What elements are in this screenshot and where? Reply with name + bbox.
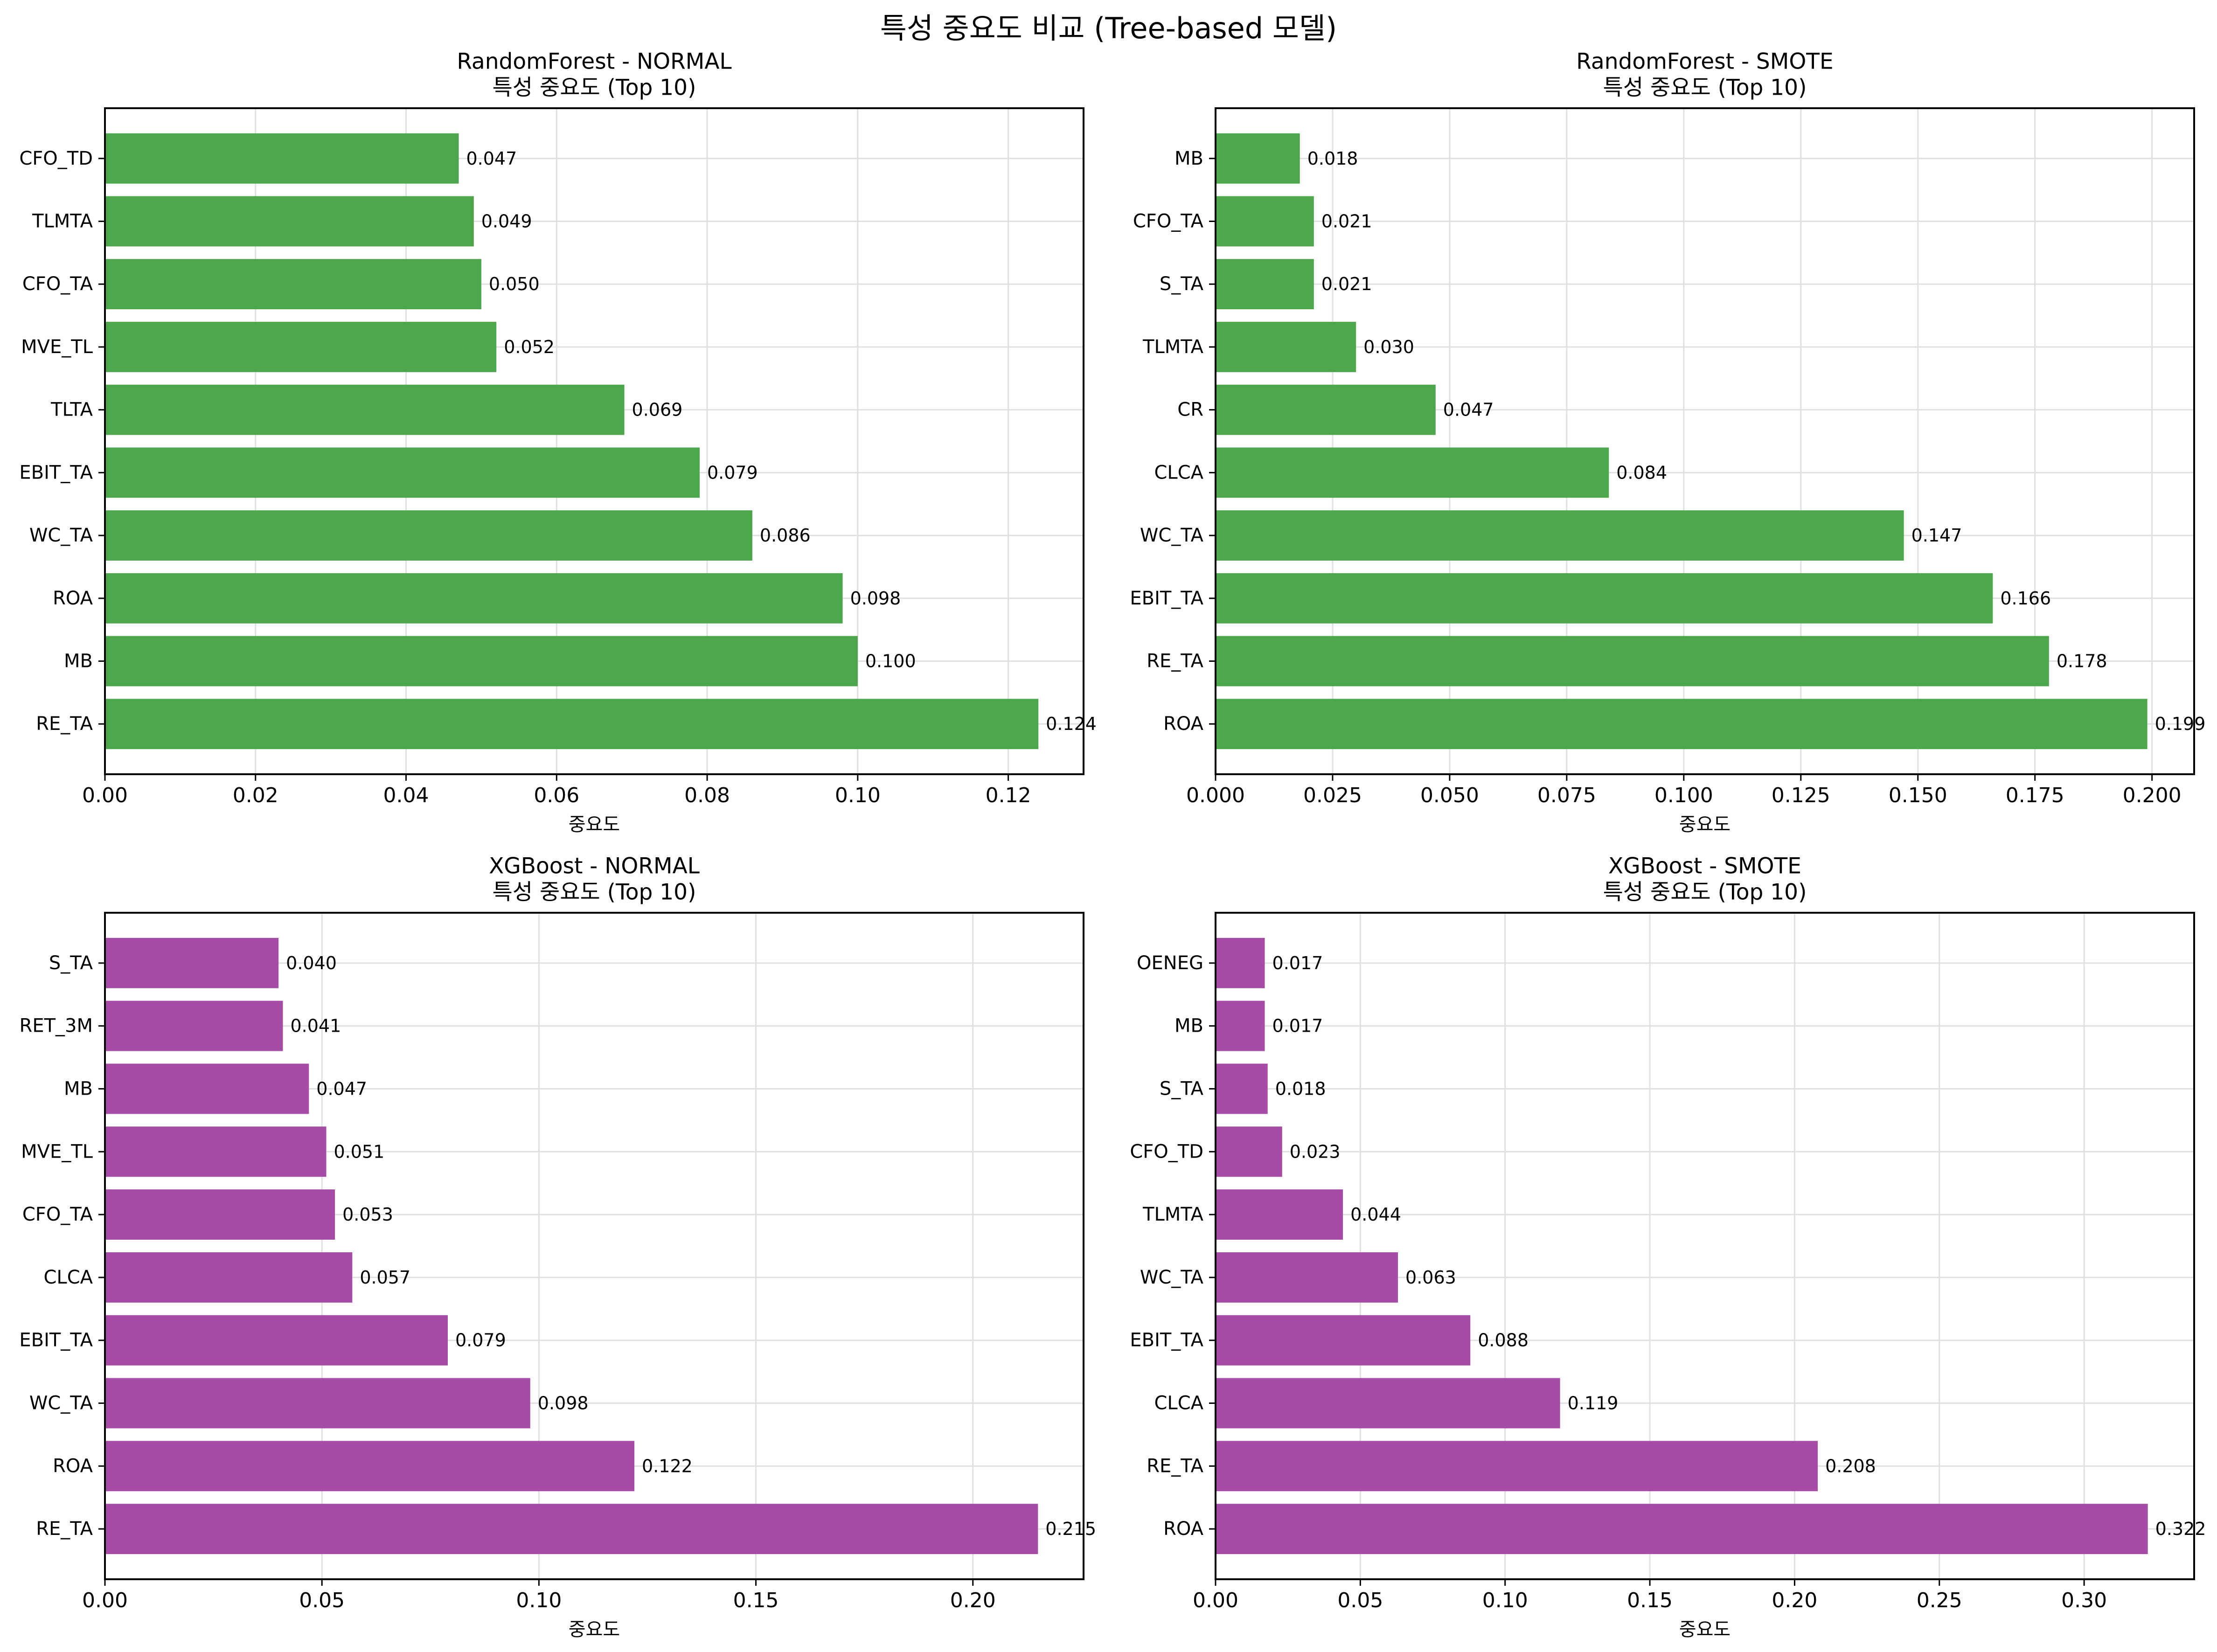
rf-normal-title: RandomForest - NORMAL: [457, 49, 731, 75]
rf-normal-bar-mve-tl: [105, 322, 497, 372]
rf-normal-category-label: TLTA: [50, 399, 93, 421]
rf-normal-xtick-label: 0.12: [986, 784, 1031, 807]
rf-normal-value-label: 0.086: [760, 525, 811, 546]
rf-normal-bar-roa: [105, 573, 843, 624]
rf-normal-category-label: MVE_TL: [21, 336, 93, 358]
rf-normal-value-label: 0.069: [632, 400, 683, 420]
rf-normal-value-label: 0.100: [865, 651, 916, 672]
rf-normal-value-label: 0.124: [1046, 714, 1097, 734]
rf-normal-plot-frame: [104, 107, 1084, 775]
rf-normal-bar-mb: [105, 636, 858, 687]
rf-normal-bar-tlta: [105, 384, 625, 435]
rf-normal-value-label: 0.050: [489, 274, 540, 294]
rf-normal-category-label: WC_TA: [29, 525, 93, 546]
rf-normal-category-label: CFO_TD: [19, 148, 93, 169]
rf-normal-value-label: 0.047: [466, 148, 517, 169]
rf-normal-value-label: 0.098: [850, 588, 901, 609]
rf-normal-xtick-label: 0.04: [383, 784, 429, 807]
rf-normal-bar-ebit-ta: [105, 447, 700, 498]
rf-normal-category-label: ROA: [53, 588, 93, 609]
rf-normal-xtick-label: 0.08: [684, 784, 730, 807]
rf-normal-category-label: CFO_TA: [22, 273, 93, 295]
rf-normal-value-label: 0.052: [504, 337, 555, 357]
rf-normal-xtick-label: 0.00: [82, 784, 128, 807]
rf-normal-category-label: EBIT_TA: [19, 462, 93, 483]
rf-normal-bar-tlmta: [105, 196, 474, 247]
rf-normal-value-label: 0.079: [707, 462, 758, 483]
figure-title: 특성 중요도 비교 (Tree-based 모델): [880, 11, 1337, 45]
rf-normal-bar-wc-ta: [105, 510, 752, 561]
rf-normal-bar-cfo-ta: [105, 259, 481, 310]
rf-normal-subtitle: 특성 중요도 (Top 10): [493, 75, 696, 101]
rf-normal-xtick-label: 0.06: [534, 784, 579, 807]
rf-normal-category-label: RE_TA: [36, 713, 93, 735]
rf-normal-category-label: MB: [64, 651, 93, 672]
rf-normal-xtick-label: 0.10: [835, 784, 881, 807]
rf-normal-bar-cfo-td: [105, 133, 459, 184]
rf-normal-xtick-label: 0.02: [233, 784, 278, 807]
rf-normal-category-label: TLMTA: [32, 210, 93, 232]
rf-normal-value-label: 0.049: [481, 211, 532, 231]
rf-normal-bar-re-ta: [105, 699, 1039, 750]
rf-normal-xaxis-label: 중요도: [569, 814, 620, 835]
